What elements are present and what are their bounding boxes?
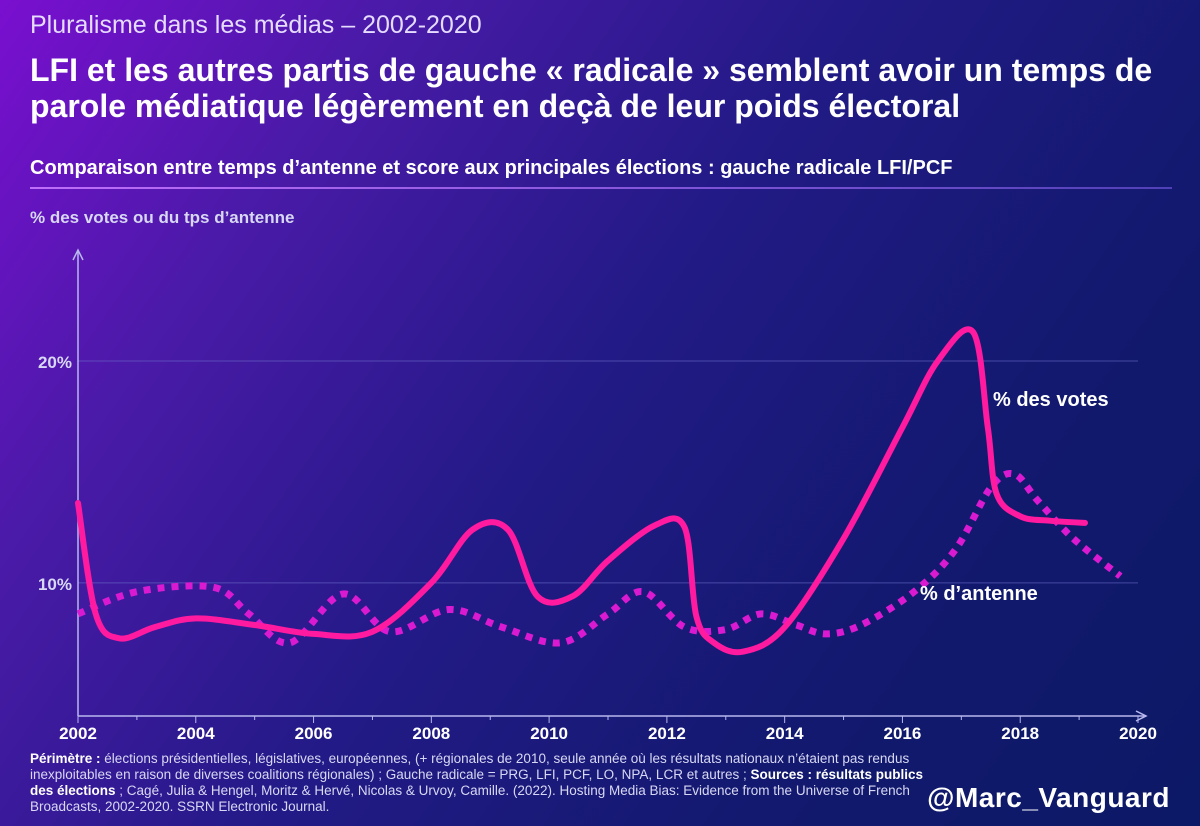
- series-line-antenne: [78, 473, 1120, 643]
- series-label-antenne: % d’antenne: [920, 583, 1038, 605]
- line-chart: 10% 20% 2002 2004 2006 2008 2010 2012 2014 2016 20…: [0, 0, 1200, 760]
- y-axis-label: % des votes ou du tps d’antenne: [30, 208, 294, 227]
- x-tick-label-2016: 2016: [884, 724, 922, 743]
- x-tick-label-2010: 2010: [530, 724, 568, 743]
- x-tick-label-2002: 2002: [59, 724, 97, 743]
- x-tick-label-2014: 2014: [766, 724, 804, 743]
- x-tick-label-2012: 2012: [648, 724, 686, 743]
- footnote-sources-text: ; Cagé, Julia & Hengel, Moritz & Hervé, …: [30, 783, 910, 814]
- x-tick-label-2018: 2018: [1001, 724, 1039, 743]
- y-tick-label-10: 10%: [38, 575, 72, 594]
- series-label-votes: % des votes: [993, 389, 1109, 411]
- y-tick-label-20: 20%: [38, 353, 72, 372]
- footnote: Périmètre : élections présidentielles, l…: [30, 751, 930, 815]
- x-tick-label-2008: 2008: [412, 724, 450, 743]
- x-tick-label-2020: 2020: [1119, 724, 1157, 743]
- footnote-perimetre-label: Périmètre :: [30, 751, 101, 766]
- x-tick-label-2004: 2004: [177, 724, 215, 743]
- x-tick-label-2006: 2006: [295, 724, 333, 743]
- author-handle: @Marc_Vanguard: [927, 782, 1170, 814]
